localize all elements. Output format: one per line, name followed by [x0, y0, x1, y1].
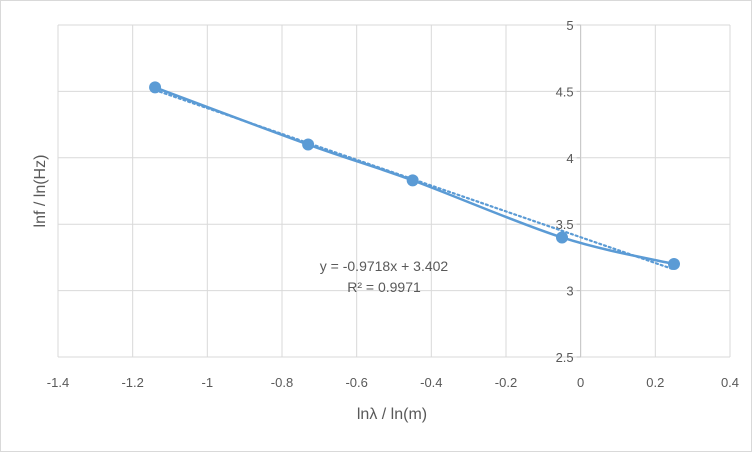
- gridlines: [57, 24, 731, 358]
- y-tick-labels: 2.5 3 3.5 4 4.5 5: [556, 18, 574, 365]
- data-point: [668, 258, 680, 271]
- data-point: [149, 81, 162, 94]
- y-tick-label: 4.5: [556, 84, 574, 99]
- x-tick-label: -1.4: [47, 375, 69, 390]
- trendline-r-squared: R² = 0.9971: [347, 279, 421, 295]
- x-tick-label: -0.6: [345, 375, 367, 390]
- x-axis-title: lnλ / ln(m): [357, 406, 427, 423]
- y-tick-label: 4: [566, 151, 573, 166]
- y-tick-label: 5: [566, 18, 573, 33]
- y-tick-label: 3: [566, 284, 573, 299]
- x-tick-label: 0: [577, 375, 584, 390]
- trendline-equation: y = -0.9718x + 3.402: [320, 258, 449, 274]
- y-tick-label: 3.5: [556, 217, 574, 232]
- x-tick-label: -0.4: [420, 375, 442, 390]
- data-point: [406, 174, 419, 187]
- x-tick-labels: -1.4 -1.2 -1 -0.8 -0.6 -0.4 -0.2 0 0.2 0.4: [47, 375, 739, 390]
- x-tick-label: 0.4: [721, 375, 739, 390]
- x-tick-label: 0.2: [646, 375, 664, 390]
- data-series: [149, 81, 680, 271]
- x-tick-label: -0.2: [495, 375, 517, 390]
- x-tick-label: -1.2: [121, 375, 143, 390]
- x-tick-label: -0.8: [271, 375, 293, 390]
- y-axis-title: lnf / ln(Hz): [32, 155, 49, 228]
- y-tick-label: 2.5: [556, 350, 574, 365]
- data-point: [302, 138, 315, 151]
- data-point: [556, 231, 568, 244]
- x-tick-label: -1: [202, 375, 214, 390]
